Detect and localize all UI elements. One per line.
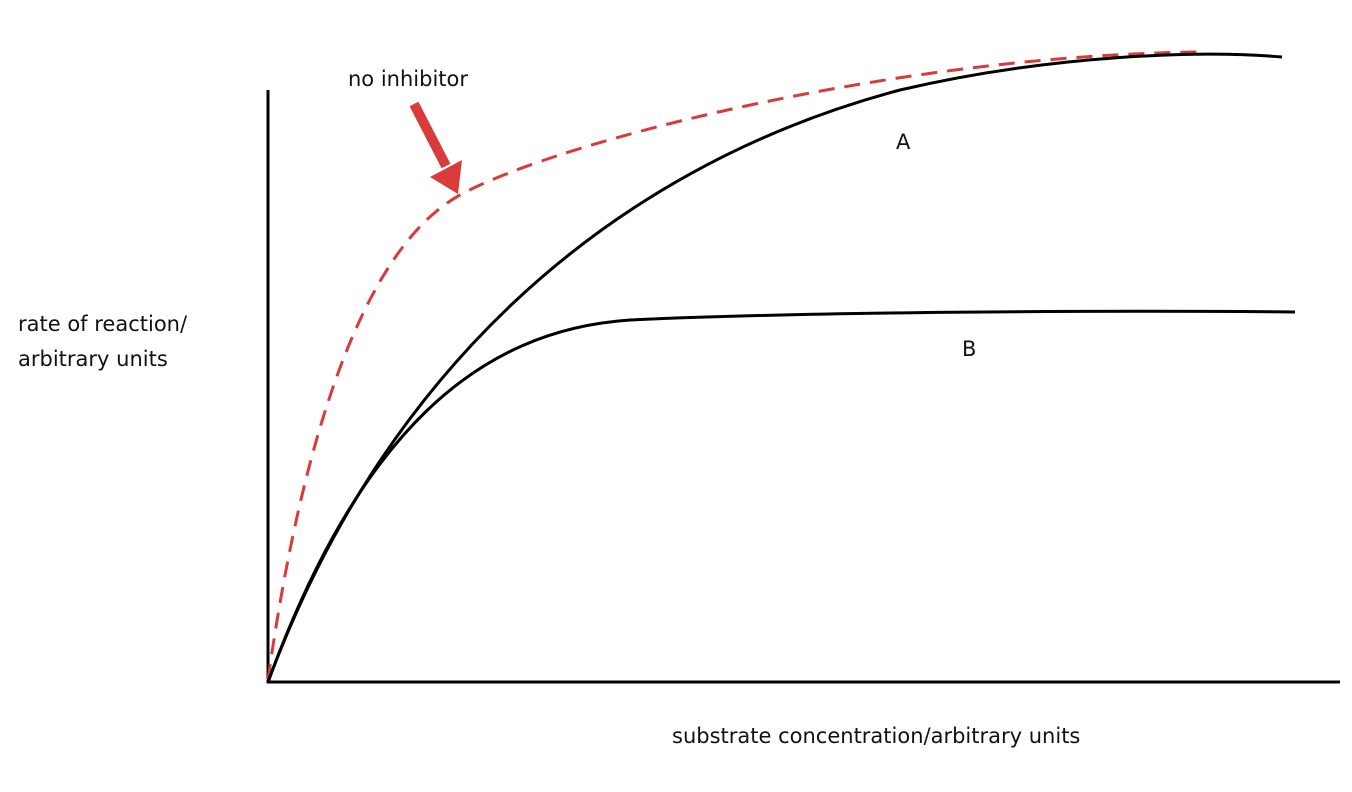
y-axis-label: arbitrary units [18,347,168,371]
y-axis-label: rate of reaction/ [18,312,188,336]
curve-label: A [896,130,911,154]
curve-label: B [962,337,976,361]
arrow-shaft [409,101,451,169]
curve-a [266,52,1283,683]
arrow-head [430,160,462,194]
x-axis-label: substrate concentration/arbitrary units [672,724,1080,748]
annotation: no inhibitor [348,67,468,91]
no-inhibitor-curve [266,50,1201,681]
curve-b [266,309,1296,683]
